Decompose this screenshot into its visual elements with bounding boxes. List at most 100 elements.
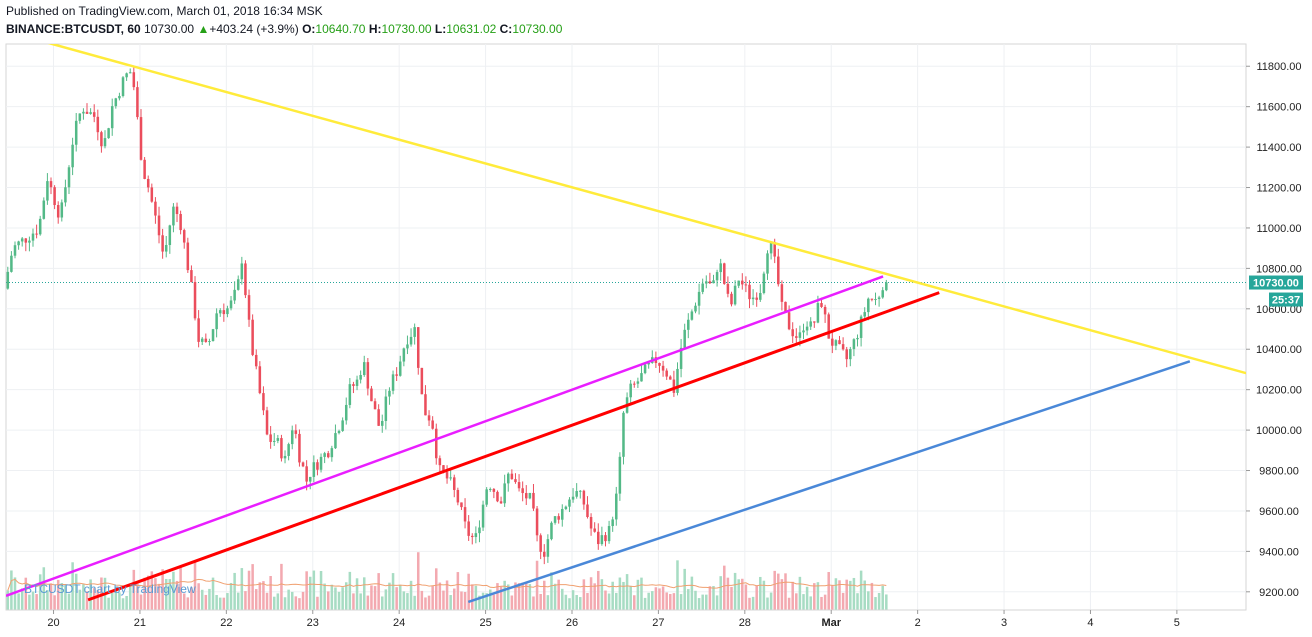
volume-bar [730, 586, 733, 610]
volume-bar [254, 589, 258, 610]
volume-bar [615, 592, 618, 610]
volume-bar [525, 582, 528, 610]
candle-body [434, 428, 438, 459]
candle-body [82, 111, 85, 114]
y-tick-label: 9200.00 [1259, 587, 1299, 599]
volume-bar [434, 568, 438, 610]
volume-bar [564, 594, 568, 610]
candle-body [744, 284, 748, 286]
volume-bar [661, 586, 665, 610]
candle-body [89, 112, 92, 114]
candle-body [823, 306, 827, 315]
volume-bar [460, 591, 463, 610]
watermark-text[interactable]: BTCUSDT chart by TradingView [24, 582, 196, 596]
candle-body [600, 535, 604, 545]
volume-bar [427, 595, 431, 610]
volume-bar [751, 596, 755, 610]
volume-bar [499, 586, 503, 610]
volume-bar [712, 586, 715, 610]
candle-body [139, 117, 143, 160]
volume-bar [813, 583, 816, 610]
trendlines[interactable] [6, 42, 1255, 604]
open-value: 10640.70 [315, 22, 366, 36]
candle-body [712, 280, 715, 284]
candle-body [586, 504, 589, 518]
red-trendline[interactable] [87, 291, 940, 602]
volume-bar [161, 569, 164, 610]
candle-body [759, 293, 762, 300]
volume-bar [467, 573, 470, 610]
candle-body [233, 289, 236, 301]
candle-body [521, 488, 524, 494]
candle-body [831, 338, 834, 346]
candle-body [449, 477, 452, 479]
candle-body [705, 281, 708, 284]
volume-bar [463, 592, 467, 610]
x-tick-label: 20 [47, 617, 59, 629]
candle-body [629, 383, 632, 398]
volume-bar [402, 591, 406, 610]
candle-body [377, 409, 380, 426]
volume-bar [366, 595, 370, 610]
candle-body [107, 128, 110, 139]
candle-body [262, 393, 265, 411]
candle-body [280, 438, 283, 459]
volume-bar [863, 580, 866, 610]
candle-body [272, 440, 276, 442]
volume-bar [737, 579, 740, 610]
candle-body [208, 341, 211, 343]
blue-trendline[interactable] [467, 360, 1191, 604]
volume-bar [276, 593, 280, 610]
candle-body [856, 337, 859, 340]
volume-bar [384, 589, 388, 610]
candle-body [514, 479, 517, 483]
candle-body [348, 384, 352, 405]
candle-body [636, 381, 640, 384]
volume-bar [694, 590, 697, 610]
volume-bar [244, 591, 247, 610]
volume-bar [20, 588, 24, 610]
last-price: 10730.00 [144, 22, 195, 36]
yellow-trendline[interactable] [45, 42, 1255, 376]
magenta-trendline[interactable] [6, 275, 884, 598]
candle-body [456, 489, 460, 503]
volume-bar [380, 596, 384, 610]
volume-bar [78, 589, 82, 610]
candle-body [507, 473, 510, 484]
candle-body [701, 283, 704, 292]
volume-bar [420, 590, 424, 610]
candle-body [175, 206, 179, 215]
volume-bar [298, 598, 301, 610]
volume-bar [672, 593, 676, 610]
close-label: C: [499, 22, 513, 36]
volume-bar [777, 573, 780, 610]
volume-bar [431, 586, 434, 610]
symbol-name[interactable]: BINANCE:BTCUSDT, 60 [6, 22, 141, 36]
volume-bar [283, 597, 287, 610]
candle-body [294, 430, 298, 434]
volume-bar [56, 579, 60, 610]
volume-bar [240, 568, 244, 610]
candle-body [312, 462, 316, 477]
volume-bar [290, 591, 294, 610]
candle-body [726, 283, 730, 294]
candle-body [543, 551, 546, 557]
volume-bar [723, 565, 726, 610]
candle-body [344, 404, 348, 421]
volume-bar [157, 583, 161, 610]
volume-bar [805, 586, 809, 610]
volume-bar [640, 577, 643, 610]
volume-bar [190, 587, 193, 610]
candle-body [92, 112, 96, 117]
candle-body [672, 379, 676, 393]
price-axis[interactable]: 9200.00 9400.00 9600.00 9800.00 10000.00 1020… [1246, 61, 1302, 599]
volume-bar [622, 581, 625, 610]
candle-body [301, 462, 305, 467]
candle-body [42, 200, 46, 219]
candle-body [60, 202, 64, 218]
time-axis[interactable]: 20 21 22 23 24 25 26 27 28 Mar 2 3 4 5 [6, 609, 1246, 629]
candle-body [308, 476, 312, 482]
candle-body [643, 364, 647, 374]
x-tick-label: 27 [652, 617, 664, 629]
